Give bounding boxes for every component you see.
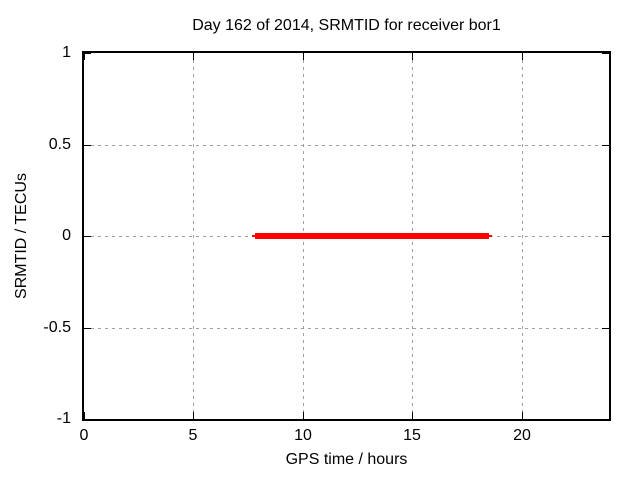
y-tick-label: 0	[62, 227, 71, 244]
y-tick-label: -1	[56, 410, 71, 427]
x-tick-label: 0	[79, 427, 89, 444]
chart-title: Day 162 of 2014, SRMTID for receiver bor…	[192, 17, 501, 34]
x-tick-top	[522, 53, 523, 60]
y-tick-left	[84, 328, 91, 329]
x-tick-label: 20	[513, 427, 531, 444]
y-tick-right	[602, 236, 609, 237]
y-tick-right	[602, 328, 609, 329]
y-tick-label: 1	[62, 44, 71, 61]
y-tick-left	[84, 236, 91, 237]
x-tick-label: 10	[294, 427, 312, 444]
x-tick-top	[84, 53, 85, 60]
y-tick-left	[84, 419, 91, 420]
y-tick-right	[602, 145, 609, 146]
plot-area	[82, 51, 611, 421]
series-line-srmtid	[255, 233, 489, 239]
gridline-y--0.5	[84, 328, 609, 329]
x-tick-bottom	[193, 412, 194, 419]
y-tick-label: 0.5	[48, 136, 71, 153]
x-tick-top	[193, 53, 194, 60]
x-tick-top	[412, 53, 413, 60]
y-tick-right	[602, 53, 609, 54]
x-tick-bottom	[84, 412, 85, 419]
y-tick-left	[84, 53, 91, 54]
x-tick-bottom	[522, 412, 523, 419]
y-tick-right	[602, 419, 609, 420]
x-tick-top	[303, 53, 304, 60]
x-tick-bottom	[412, 412, 413, 419]
x-tick-bottom	[303, 412, 304, 419]
y-tick-left	[84, 145, 91, 146]
x-tick-label: 15	[403, 427, 421, 444]
x-axis-label: GPS time / hours	[285, 451, 408, 468]
y-tick-label: -0.5	[43, 319, 71, 336]
x-tick-label: 5	[188, 427, 198, 444]
gridline-y-0.5	[84, 145, 609, 146]
